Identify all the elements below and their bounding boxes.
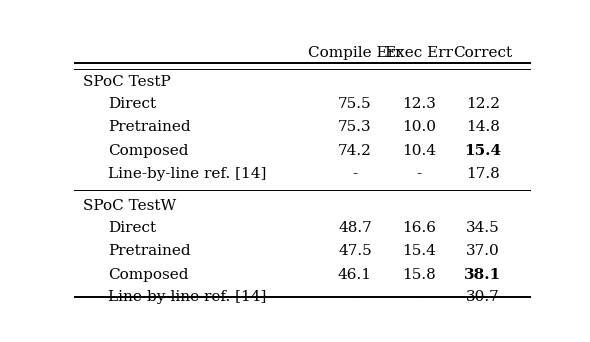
Text: Direct: Direct [108, 221, 156, 235]
Text: -: - [417, 290, 421, 304]
Text: 48.7: 48.7 [338, 221, 372, 235]
Text: 30.7: 30.7 [466, 290, 500, 304]
Text: Compile Err: Compile Err [308, 46, 402, 60]
Text: 47.5: 47.5 [338, 244, 372, 258]
Text: Correct: Correct [454, 46, 513, 60]
Text: 74.2: 74.2 [338, 144, 372, 158]
Text: 37.0: 37.0 [466, 244, 500, 258]
Text: 38.1: 38.1 [464, 268, 502, 281]
Text: Composed: Composed [108, 144, 189, 158]
Text: 12.3: 12.3 [402, 97, 436, 111]
Text: 16.6: 16.6 [402, 221, 436, 235]
Text: Line-by-line ref. [14]: Line-by-line ref. [14] [108, 167, 267, 181]
Text: -: - [352, 290, 358, 304]
Text: Exec Err: Exec Err [385, 46, 453, 60]
Text: 15.4: 15.4 [402, 244, 436, 258]
Text: 17.8: 17.8 [466, 167, 500, 181]
Text: 75.3: 75.3 [338, 120, 372, 134]
Text: 10.0: 10.0 [402, 120, 436, 134]
Text: -: - [352, 167, 358, 181]
Text: 75.5: 75.5 [338, 97, 372, 111]
Text: 46.1: 46.1 [338, 268, 372, 281]
Text: Composed: Composed [108, 268, 189, 281]
Text: 10.4: 10.4 [402, 144, 436, 158]
Text: 34.5: 34.5 [466, 221, 500, 235]
Text: 15.4: 15.4 [464, 144, 502, 158]
Text: SPoC TestW: SPoC TestW [83, 199, 176, 213]
Text: 15.8: 15.8 [402, 268, 436, 281]
Text: Pretrained: Pretrained [108, 120, 191, 134]
Text: Line-by-line ref. [14]: Line-by-line ref. [14] [108, 290, 267, 304]
Text: -: - [417, 167, 421, 181]
Text: 12.2: 12.2 [466, 97, 500, 111]
Text: SPoC TestP: SPoC TestP [83, 75, 171, 89]
Text: Pretrained: Pretrained [108, 244, 191, 258]
Text: Direct: Direct [108, 97, 156, 111]
Text: 14.8: 14.8 [466, 120, 500, 134]
